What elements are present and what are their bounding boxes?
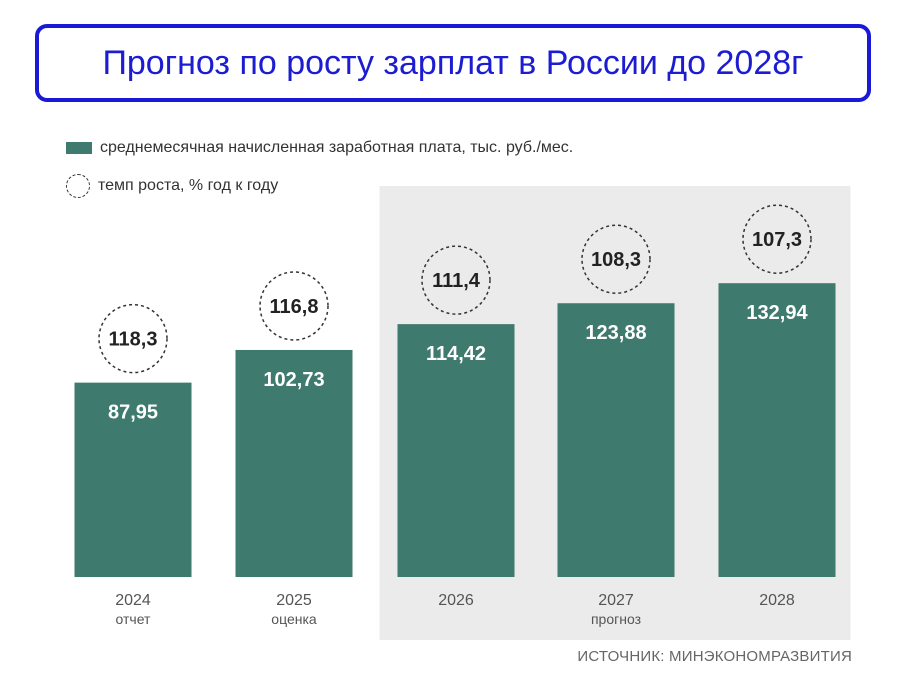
bar-2025 — [235, 349, 353, 577]
growth-label-2026: 111,4 — [432, 270, 481, 292]
chart-title: Прогноз по росту зарплат в России до 202… — [102, 43, 804, 82]
legend-circle-icon — [66, 174, 90, 198]
value-label-2024: 87,95 — [108, 402, 158, 424]
growth-circle-2025 — [259, 271, 329, 341]
bar-2024 — [74, 382, 192, 577]
growth-circle-2026 — [421, 245, 491, 315]
x-sublabel-2025: оценка — [271, 611, 317, 627]
growth-label-2028: 107,3 — [752, 229, 802, 251]
growth-circle-2027 — [581, 224, 651, 294]
bar-2026 — [397, 324, 515, 577]
x-tick-2028: 2028 — [759, 592, 795, 609]
x-tick-2024: 2024 — [115, 592, 151, 609]
legend-bars: среднемесячная начисленная заработная пл… — [66, 139, 573, 157]
x-tick-2027: 2027 — [598, 592, 634, 609]
x-sublabel-2024: отчет — [116, 611, 152, 627]
growth-circle-2024 — [98, 303, 168, 374]
x-tick-2025: 2025 — [276, 592, 312, 609]
growth-label-2027: 108,3 — [591, 249, 641, 271]
value-label-2026: 114,42 — [426, 343, 486, 365]
value-label-2028: 132,94 — [746, 302, 808, 324]
bar-2028 — [718, 283, 836, 577]
value-label-2025: 102,73 — [263, 369, 324, 391]
value-label-2027: 123,88 — [585, 322, 646, 344]
legend-growth: темп роста, % год к году — [66, 174, 278, 198]
x-tick-2026: 2026 — [438, 592, 474, 609]
legend-growth-label: темп роста, % год к году — [98, 177, 279, 194]
title-box: Прогноз по росту зарплат в России до 202… — [35, 24, 871, 102]
source-note: ИСТОЧНИК: МИНЭКОНОМРАЗВИТИЯ — [577, 648, 852, 665]
growth-label-2025: 116,8 — [270, 296, 319, 318]
legend-bars-label: среднемесячная начисленная заработная пл… — [100, 139, 574, 156]
bar-2027 — [557, 303, 675, 577]
x-sublabel-2027: прогноз — [591, 611, 641, 627]
legend-bar-swatch — [66, 142, 92, 154]
growth-circle-2028 — [742, 204, 812, 274]
growth-label-2024: 118,3 — [109, 329, 158, 351]
